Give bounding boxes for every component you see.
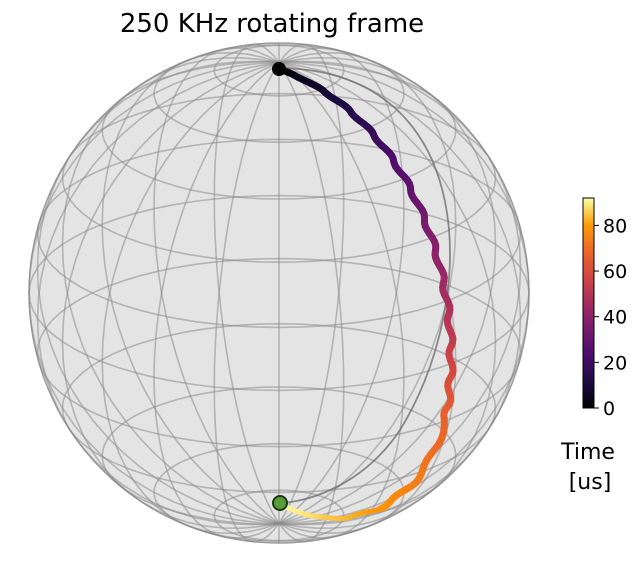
colorbar-tick-label: 60 [603, 261, 627, 283]
colorbar-tick-label: 0 [603, 398, 615, 420]
state-trajectory [275, 65, 457, 521]
colorbar-label-line1: Time [560, 440, 615, 465]
colorbar-label-line2: [us] [569, 470, 612, 495]
colorbar-ticks: 0 20 40 60 80 [594, 215, 627, 420]
colorbar-tick-label: 80 [603, 215, 627, 237]
colorbar-tick-label: 40 [603, 307, 627, 329]
chart-title: 250 KHz rotating frame [120, 9, 424, 39]
colorbar-tick-label: 20 [603, 352, 627, 374]
end-marker [272, 495, 288, 511]
meridian-line [36, 60, 522, 526]
start-marker [272, 62, 286, 76]
great-circle-arc [278, 67, 451, 504]
colorbar [582, 197, 595, 409]
